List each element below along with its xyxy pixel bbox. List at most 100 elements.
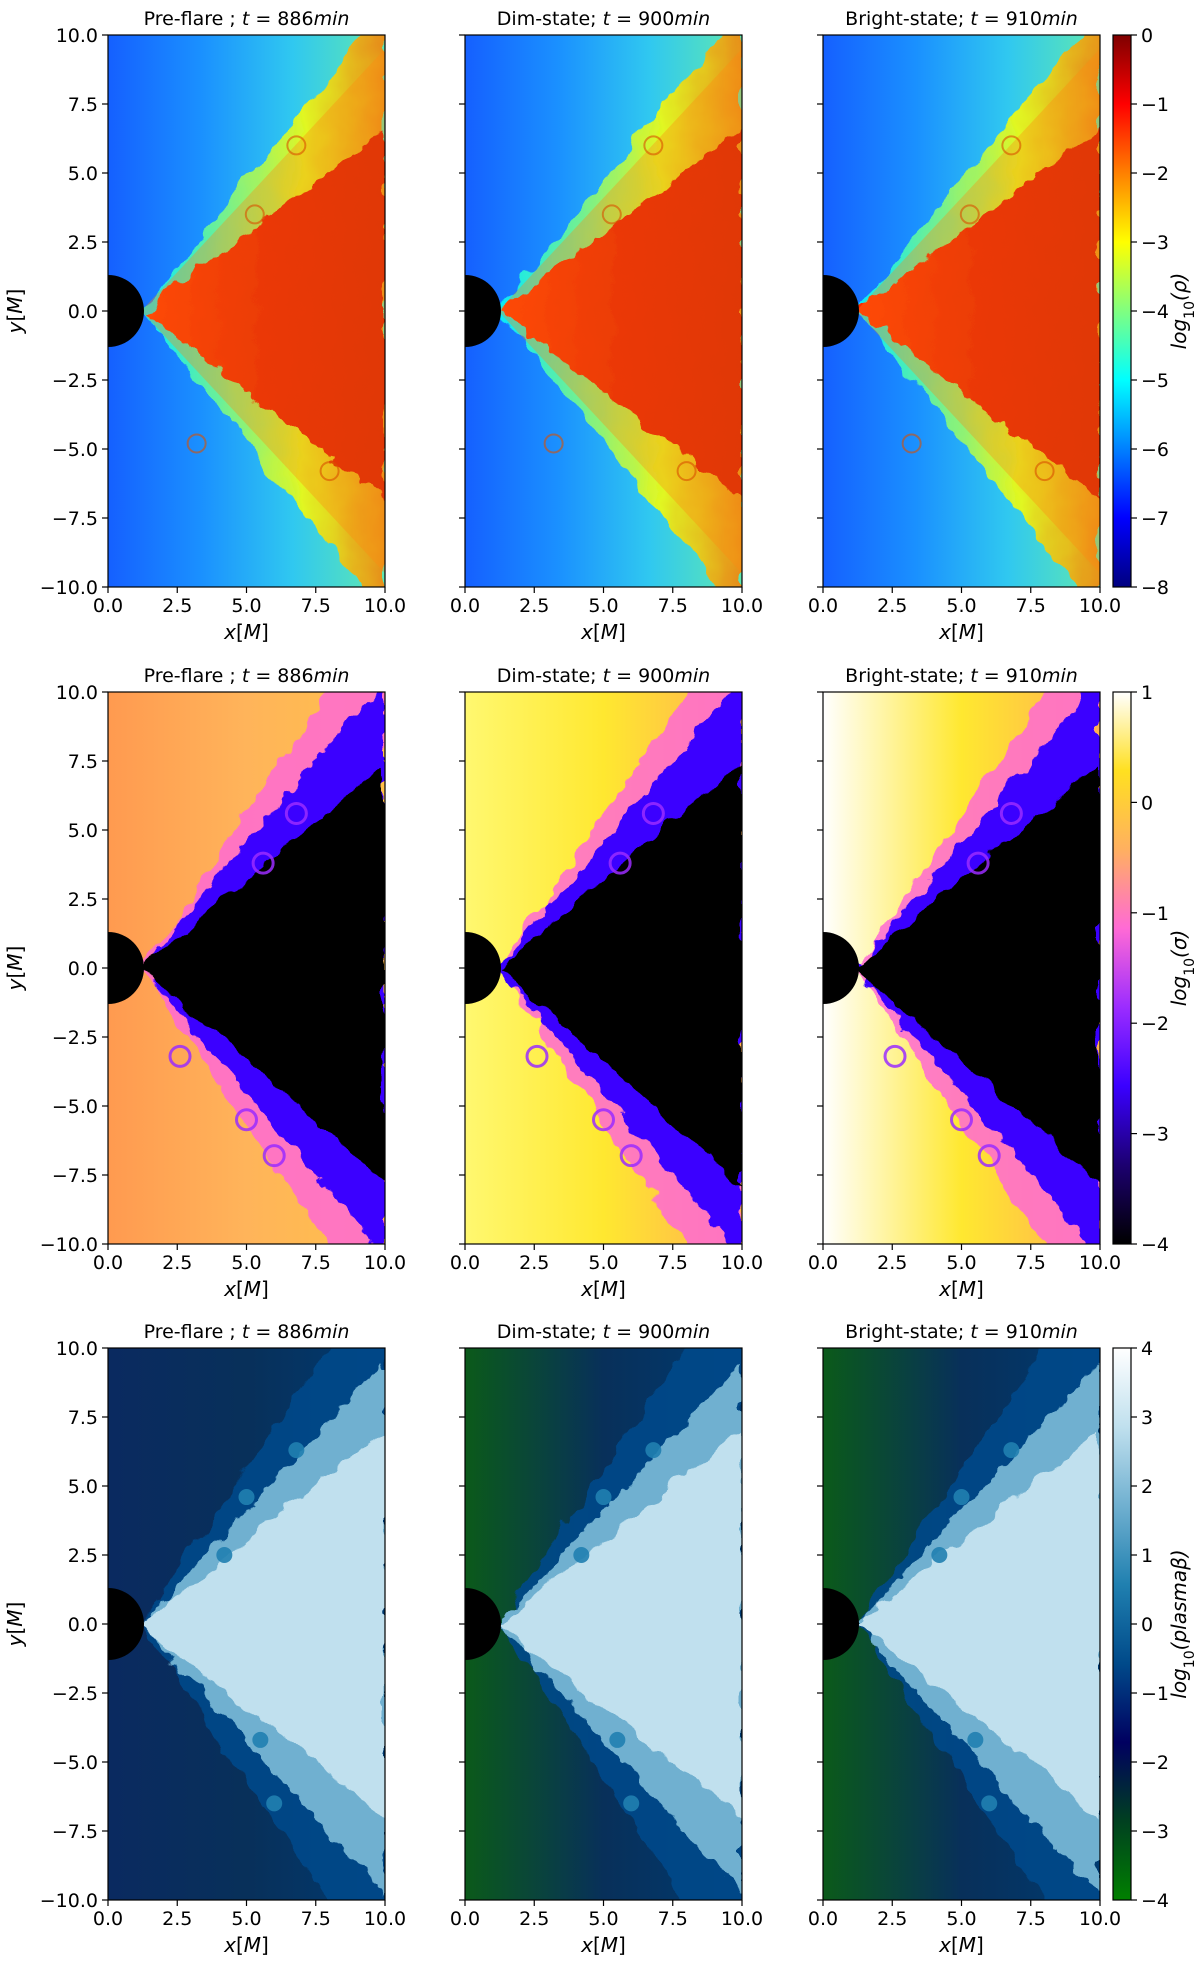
title-time-var: t	[242, 1321, 251, 1343]
sigma-eddy	[262, 1144, 286, 1168]
colorbar-label: log10(plasmaβ)	[1167, 1549, 1198, 1698]
y-tick-label: −2.5	[52, 1683, 98, 1705]
y-tick-label: 2.5	[68, 1545, 98, 1567]
x-tick-label: 0.0	[808, 1252, 838, 1274]
colorbar-tick-label: 1	[1141, 1545, 1153, 1567]
y-tick-label: 2.5	[68, 232, 98, 254]
heatmap-image	[108, 692, 385, 1244]
heatmap-image	[465, 692, 742, 1244]
panel-plasma-beta-1: Dim-state; t = 900min 0.0 2.5 5.0 7.5 10.0 x[M…	[450, 1321, 763, 1957]
title-state: Dim-state;	[497, 1321, 603, 1343]
colorbar-tick-label: −4	[1141, 301, 1169, 323]
title-state: Pre-flare ;	[144, 665, 242, 687]
title-time-unit: min	[674, 1321, 710, 1343]
title-time-value: = 900	[610, 8, 674, 30]
panel-title: Bright-state; t = 910min	[845, 665, 1078, 687]
colorbar-tick-label: −1	[1141, 903, 1169, 925]
panel-density-0: Pre-flare ; t = 886min 0.0 2.5 5.0 7.5 10.0 x[…	[3, 8, 406, 644]
colorbar-tick-label: −2	[1141, 1752, 1169, 1774]
panel-density-1: Dim-state; t = 900min 0.0 2.5 5.0 7.5 10.0 x[M…	[450, 8, 763, 644]
x-tick-label: 7.5	[301, 1908, 331, 1930]
heatmap-image	[823, 1348, 1100, 1900]
title-state: Bright-state;	[845, 1321, 970, 1343]
colorbar-label: log10(σ)	[1167, 930, 1198, 1007]
title-time-unit: min	[314, 8, 350, 30]
density-eddy	[643, 135, 664, 156]
title-time-value: = 886	[249, 665, 313, 687]
beta-eddy	[609, 1731, 626, 1748]
x-tick-label: 10.0	[364, 1252, 406, 1274]
x-axis-label: x[M]	[580, 620, 626, 644]
x-tick-label: 5.0	[231, 595, 261, 617]
title-time-var: t	[970, 8, 979, 30]
sigma-eddy	[977, 1144, 1001, 1168]
title-time-value: = 886	[249, 8, 313, 30]
sigma-eddy	[999, 801, 1023, 825]
title-time-value: = 886	[249, 1321, 313, 1343]
colorbar-tick-label: 1	[1141, 682, 1153, 704]
title-time-unit: min	[314, 1321, 350, 1343]
x-axis-label: x[M]	[223, 1277, 269, 1301]
title-state: Dim-state;	[497, 8, 603, 30]
beta-eddy	[981, 1795, 998, 1812]
x-tick-label: 2.5	[162, 1252, 192, 1274]
density-eddy	[601, 204, 622, 225]
sigma-disk-core	[856, 763, 1100, 1184]
heatmap-image	[823, 692, 1100, 1244]
y-tick-label: 10.0	[56, 1338, 98, 1360]
colorbar: 0 −1 −2 −3 −4 −5 −6 −7 −8 log10(ρ)	[1112, 25, 1198, 599]
black-hole-horizon	[823, 275, 859, 347]
colorbar-tick-label: −5	[1141, 370, 1169, 392]
density-eddy	[901, 433, 922, 454]
y-tick-label: −2.5	[52, 370, 98, 392]
panel-magnetization-0: Pre-flare ; t = 886min 0.0 2.5 5.0 7.5 10.0 x[…	[3, 665, 406, 1301]
beta-eddy	[238, 1489, 255, 1506]
density-eddy	[543, 433, 564, 454]
x-tick-label: 0.0	[450, 1908, 480, 1930]
heatmap-image	[465, 1348, 742, 1900]
y-tick-label: 7.5	[68, 751, 98, 773]
x-tick-label: 2.5	[519, 1252, 549, 1274]
title-time-var: t	[603, 8, 612, 30]
y-tick-label: 0.0	[68, 301, 98, 323]
colorbar-tick-label: −4	[1141, 1234, 1169, 1256]
sigma-eddy	[235, 1108, 258, 1132]
colorbar-tick-label: 3	[1141, 1407, 1153, 1429]
panel-magnetization-1: Dim-state; t = 900min 0.0 2.5 5.0 7.5 10.0 x[M…	[450, 665, 763, 1301]
black-hole-horizon	[465, 1588, 501, 1660]
title-time-unit: min	[1042, 8, 1078, 30]
y-tick-label: −7.5	[52, 508, 98, 530]
title-time-unit: min	[674, 8, 710, 30]
beta-disk-core	[498, 1430, 742, 1818]
beta-eddy	[288, 1442, 305, 1459]
y-tick-label: 10.0	[56, 25, 98, 47]
x-tick-label: 10.0	[364, 1908, 406, 1930]
x-axis-label: x[M]	[223, 1933, 269, 1957]
title-state: Bright-state;	[845, 8, 970, 30]
panel-title: Dim-state; t = 900min	[497, 1321, 710, 1343]
x-axis-label: x[M]	[580, 1277, 626, 1301]
title-state: Pre-flare ;	[144, 1321, 242, 1343]
x-tick-label: 0.0	[808, 1908, 838, 1930]
colorbar-tick-label: 2	[1141, 1476, 1153, 1498]
x-tick-label: 10.0	[1079, 595, 1121, 617]
sigma-eddy	[966, 851, 990, 875]
y-tick-label: −7.5	[52, 1165, 98, 1187]
x-tick-label: 10.0	[721, 1252, 763, 1274]
panel-density-2: Bright-state; t = 910min 0.0 2.5 5.0 7.5 10.0…	[808, 8, 1121, 644]
colorbar-tick-label: 4	[1141, 1338, 1153, 1360]
x-tick-label: 2.5	[519, 1908, 549, 1930]
black-hole-horizon	[823, 1588, 859, 1660]
density-eddy	[286, 135, 307, 156]
density-torus-edge	[856, 48, 1100, 574]
colorbar-tick-label: −6	[1141, 439, 1169, 461]
beta-eddy	[645, 1442, 662, 1459]
panel-title: Pre-flare ; t = 886min	[144, 665, 350, 687]
black-hole-horizon	[108, 275, 144, 347]
x-tick-label: 10.0	[364, 595, 406, 617]
colorbar-gradient	[1112, 34, 1132, 588]
panel-title: Dim-state; t = 900min	[497, 8, 710, 30]
